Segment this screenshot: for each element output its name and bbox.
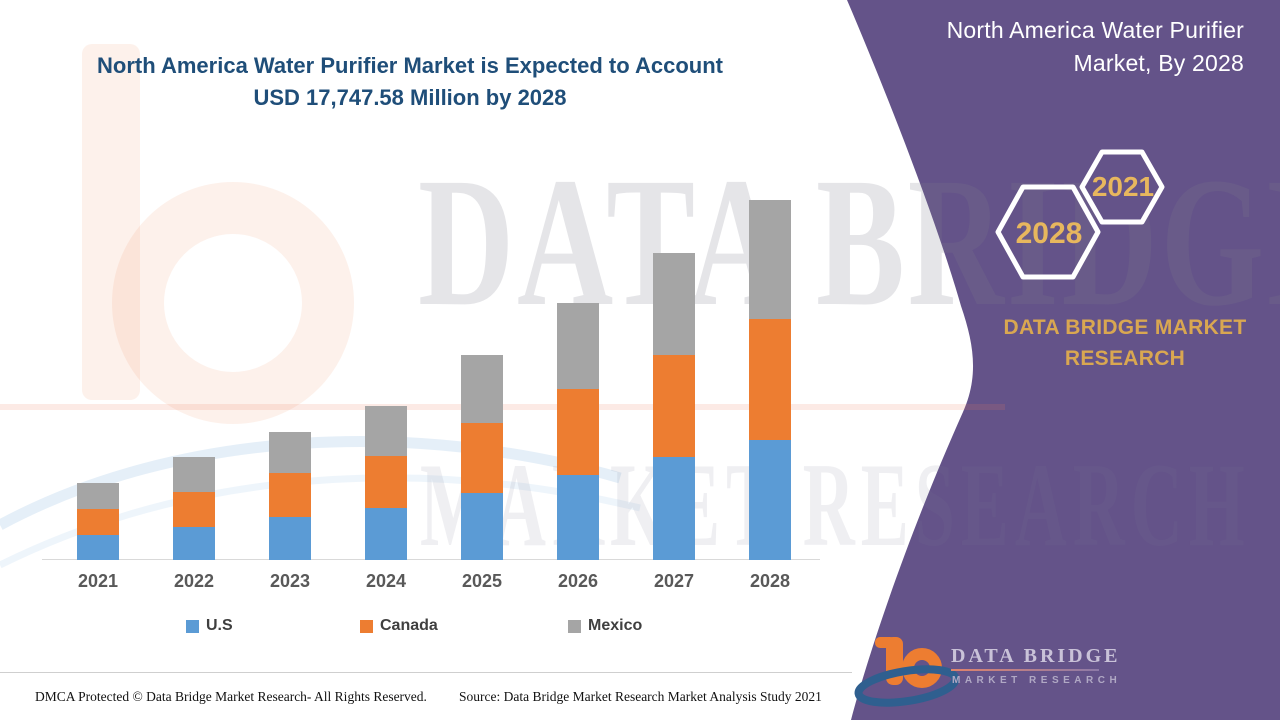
bar-segment-2026-canada xyxy=(557,389,599,475)
bar-segment-2028-canada xyxy=(749,318,791,440)
bar-segment-2026-us xyxy=(557,475,599,560)
bar-segment-2021-canada xyxy=(77,509,119,536)
footer-source-text: Source: Data Bridge Market Research Mark… xyxy=(459,689,822,704)
bar-segment-2024-canada xyxy=(365,456,407,509)
side-panel-title: North America Water Purifier Market, By … xyxy=(824,14,1244,80)
bar-segment-2024-us xyxy=(365,508,407,560)
bar-segment-2026-mexico xyxy=(557,302,599,389)
hexagon-2021-label: 2021 xyxy=(1091,171,1155,202)
logo-wordmark: DATA BRIDGE xyxy=(951,645,1121,667)
x-tick-2024: 2024 xyxy=(365,571,407,591)
logo-subtext: MARKET RESEARCH xyxy=(952,675,1122,686)
x-tick-2023: 2023 xyxy=(269,571,311,591)
side-panel-shape xyxy=(847,0,1280,720)
x-tick-2022: 2022 xyxy=(173,571,215,591)
x-tick-2028: 2028 xyxy=(749,571,791,591)
legend-item-mexico: Mexico xyxy=(568,617,642,635)
bar-segment-2024-mexico xyxy=(365,406,407,457)
bar-segment-2028-mexico xyxy=(749,200,791,319)
footer-dmca-text: DMCA Protected © Data Bridge Market Rese… xyxy=(35,689,427,704)
bar-segment-2025-mexico xyxy=(461,354,503,424)
bar-segment-2025-us xyxy=(461,493,503,560)
bar-segment-2028-us xyxy=(749,439,791,560)
legend-label-us: U.S xyxy=(206,617,233,634)
logo-underline xyxy=(951,669,1099,671)
bar-segment-2023-us xyxy=(269,516,311,560)
side-panel-title-line2: Market, By 2028 xyxy=(1073,50,1244,76)
hexagon-2028-label: 2028 xyxy=(1015,217,1083,250)
bar-segment-2023-canada xyxy=(269,472,311,517)
chart-title-line2: USD 17,747.58 Million by 2028 xyxy=(253,85,567,110)
chart-title-line1: North America Water Purifier Market is E… xyxy=(97,53,723,78)
bar-segment-2022-mexico xyxy=(173,456,215,492)
legend-swatch-us xyxy=(186,619,199,633)
brand-name-line2: RESEARCH xyxy=(1064,347,1186,370)
bar-segment-2027-canada xyxy=(653,354,695,457)
legend-item-us: U.S xyxy=(186,617,233,635)
bar-segment-2021-us xyxy=(77,535,119,560)
legend-swatch-mexico xyxy=(568,619,581,633)
legend-label-mexico: Mexico xyxy=(588,617,643,634)
side-panel-title-line1: North America Water Purifier xyxy=(946,17,1244,43)
bar-segment-2022-canada xyxy=(173,491,215,527)
x-tick-2027: 2027 xyxy=(653,571,695,591)
x-axis-line xyxy=(42,559,820,560)
bar-segment-2025-canada xyxy=(461,423,503,494)
legend-swatch-canada xyxy=(360,619,373,633)
x-tick-2026: 2026 xyxy=(557,571,599,591)
bar-segment-2023-mexico xyxy=(269,432,311,473)
brand-name: DATA BRIDGE MARKET RESEARCH xyxy=(965,312,1280,374)
footer: DMCA Protected © Data Bridge Market Rese… xyxy=(0,672,852,720)
bar-segment-2027-us xyxy=(653,456,695,560)
x-tick-2021: 2021 xyxy=(77,571,119,591)
bar-segment-2021-mexico xyxy=(77,482,119,510)
brand-name-line1: DATA BRIDGE MARKET xyxy=(1003,316,1247,339)
legend-item-canada: Canada xyxy=(360,617,438,635)
bar-segment-2022-us xyxy=(173,526,215,560)
chart-title: North America Water Purifier Market is E… xyxy=(45,50,775,114)
bar-segment-2027-mexico xyxy=(653,252,695,355)
x-tick-2025: 2025 xyxy=(461,571,503,591)
legend-label-canada: Canada xyxy=(380,617,438,634)
